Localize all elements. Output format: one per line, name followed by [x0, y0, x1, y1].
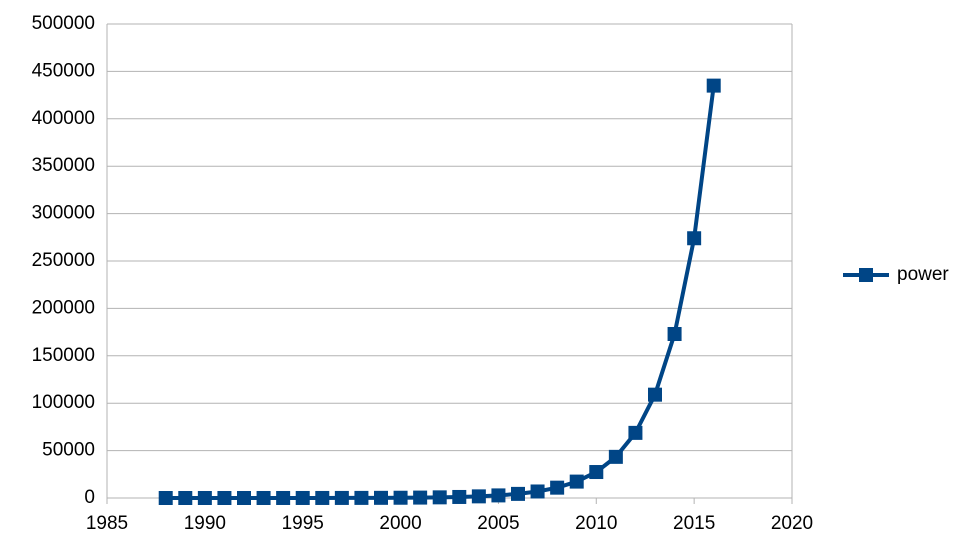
point-marker [374, 490, 388, 505]
point-marker [393, 490, 408, 505]
point-marker [511, 486, 525, 501]
point-marker [178, 490, 193, 505]
legend-label: power [897, 264, 949, 285]
x-tick-label: 2000 [379, 513, 421, 534]
point-marker [550, 480, 565, 495]
point-marker [197, 490, 212, 505]
y-tick-label: 300000 [32, 203, 95, 224]
point-marker [471, 489, 486, 504]
point-marker [608, 449, 623, 464]
y-tick-label: 450000 [32, 60, 95, 81]
point-marker [256, 490, 271, 505]
point-marker [276, 490, 291, 505]
point-marker [354, 490, 369, 505]
x-tick-label: 2005 [477, 513, 519, 534]
point-marker [530, 484, 545, 499]
point-marker [158, 490, 173, 505]
point-marker [706, 78, 721, 93]
y-tick-label: 350000 [32, 155, 95, 176]
x-tick-label: 2015 [673, 513, 715, 534]
point-marker [687, 231, 702, 246]
y-tick-label: 50000 [42, 440, 95, 461]
x-tick-label: 1995 [282, 513, 324, 534]
y-tick-label: 200000 [32, 297, 95, 318]
y-tick-label: 150000 [32, 345, 95, 366]
x-tick-label: 1985 [86, 513, 128, 534]
point-marker [667, 326, 682, 341]
x-tick-label: 2020 [771, 513, 813, 534]
y-tick-label: 500000 [32, 13, 95, 34]
point-marker [217, 490, 232, 505]
point-marker [648, 387, 662, 402]
point-marker [237, 490, 251, 505]
y-tick-label: 100000 [32, 392, 95, 413]
y-tick-label: 400000 [32, 108, 95, 129]
point-marker [315, 490, 330, 505]
point-marker [452, 489, 467, 504]
point-marker [589, 465, 604, 480]
x-tick-label: 1990 [184, 513, 226, 534]
legend-marker [859, 268, 873, 282]
point-marker [413, 490, 428, 505]
point-marker [334, 490, 349, 505]
point-marker [295, 490, 310, 505]
point-marker [628, 425, 643, 440]
point-marker [569, 474, 584, 489]
point-marker [432, 490, 447, 505]
x-tick-label: 2010 [575, 513, 617, 534]
point-marker [491, 488, 506, 503]
y-tick-label: 0 [84, 487, 95, 508]
y-tick-label: 250000 [32, 250, 95, 271]
